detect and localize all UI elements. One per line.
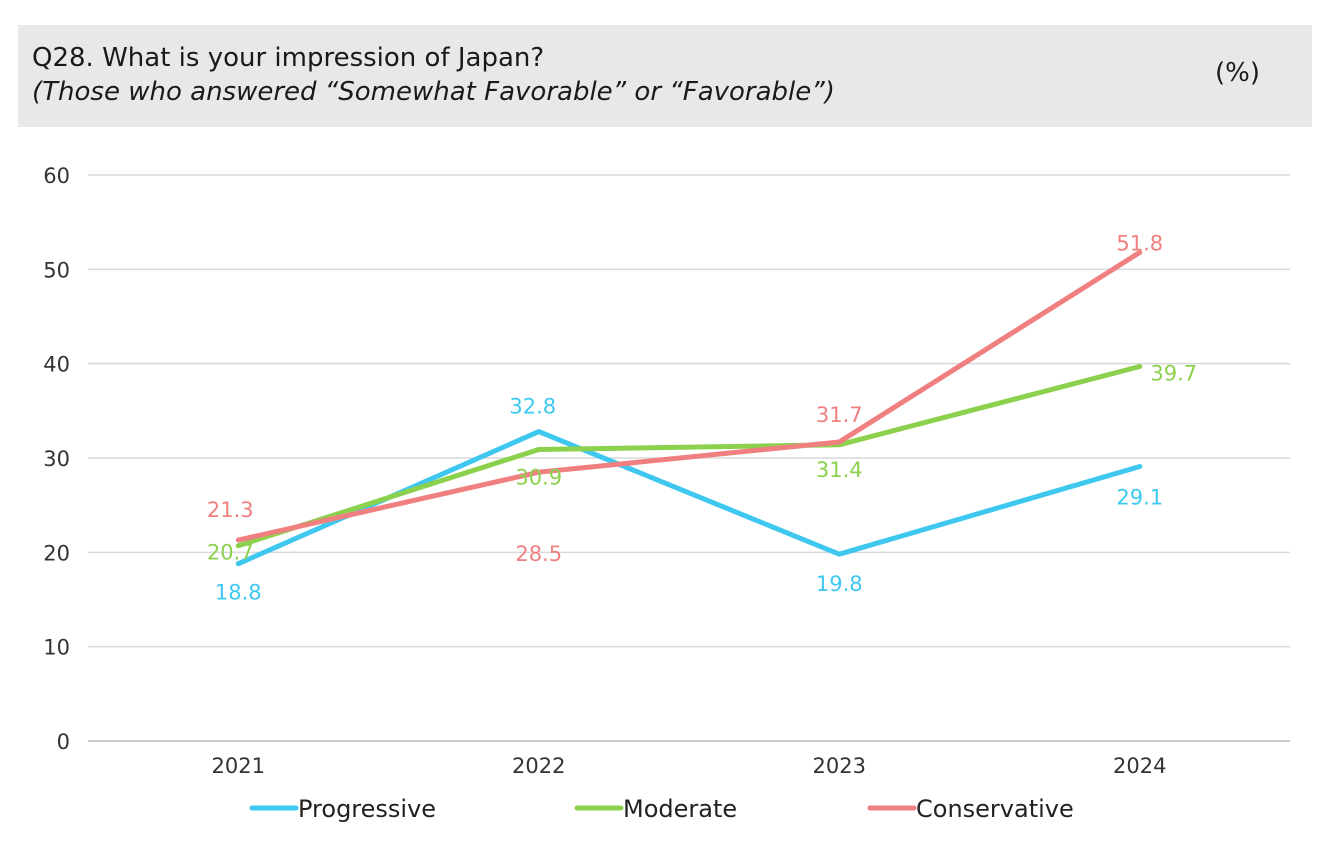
x-tick-label: 2021 <box>212 754 265 778</box>
chart-header: Q28. What is your impression of Japan? (… <box>18 25 1312 127</box>
unit-label: (%) <box>1215 58 1260 88</box>
y-tick-label: 0 <box>57 730 70 754</box>
y-tick-label: 20 <box>43 541 70 565</box>
legend-label-conservative: Conservative <box>916 795 1074 823</box>
series-line-conservative <box>235 249 1143 543</box>
y-tick-label: 50 <box>43 258 70 282</box>
x-tick-label: 2024 <box>1113 754 1166 778</box>
data-label-conservative: 31.7 <box>816 403 863 427</box>
legend-label-moderate: Moderate <box>623 795 737 823</box>
data-label-progressive: 29.1 <box>1116 485 1163 509</box>
x-tick-label: 2022 <box>512 754 565 778</box>
data-label-progressive: 32.8 <box>509 395 556 419</box>
y-tick-label: 10 <box>43 636 70 660</box>
chart-title: Q28. What is your impression of Japan? <box>32 43 545 73</box>
series-line-progressive <box>235 429 1143 567</box>
chart-subtitle: (Those who answered “Somewhat Favorable”… <box>32 77 835 107</box>
data-label-conservative: 28.5 <box>515 542 562 566</box>
data-label-moderate: 31.4 <box>816 458 863 482</box>
legend-label-progressive: Progressive <box>298 795 436 823</box>
y-tick-label: 60 <box>43 164 70 188</box>
data-label-moderate: 30.9 <box>515 466 562 490</box>
data-label-moderate: 20.7 <box>207 541 254 565</box>
data-label-moderate: 39.7 <box>1150 361 1197 385</box>
x-tick-label: 2023 <box>813 754 866 778</box>
data-label-conservative: 51.8 <box>1116 231 1163 255</box>
series-line-moderate <box>235 364 1143 549</box>
data-label-conservative: 21.3 <box>207 498 254 522</box>
data-label-progressive: 18.8 <box>215 581 262 605</box>
data-label-progressive: 19.8 <box>816 572 863 596</box>
y-tick-label: 30 <box>43 447 70 471</box>
y-tick-label: 40 <box>43 353 70 377</box>
